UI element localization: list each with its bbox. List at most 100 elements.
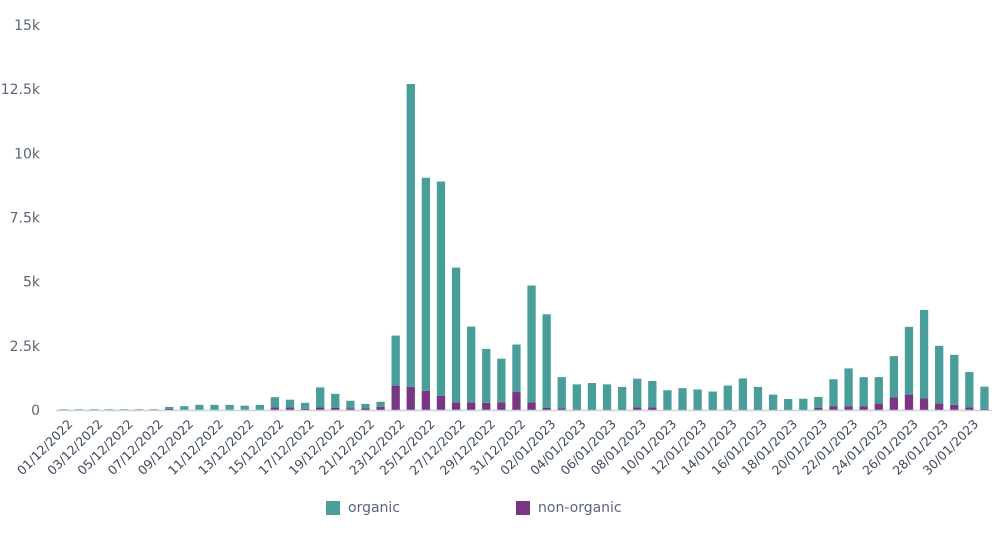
bar-organic[interactable]	[617, 386, 627, 410]
bar-organic[interactable]	[300, 402, 310, 409]
bar-non-organic[interactable]	[859, 406, 868, 410]
bar-non-organic[interactable]	[587, 409, 597, 410]
bar-non-organic[interactable]	[527, 402, 536, 410]
bar-non-organic[interactable]	[844, 406, 853, 410]
bar-non-organic[interactable]	[361, 408, 370, 410]
bar-organic[interactable]	[210, 404, 219, 410]
bar-organic[interactable]	[421, 177, 431, 391]
bar-organic[interactable]	[391, 335, 400, 386]
bar-non-organic[interactable]	[663, 409, 672, 410]
bar-non-organic[interactable]	[602, 409, 612, 410]
bar-organic[interactable]	[889, 356, 899, 398]
bar-organic[interactable]	[149, 409, 159, 410]
bar-non-organic[interactable]	[391, 385, 400, 410]
bar-organic[interactable]	[346, 400, 355, 409]
bar-non-organic[interactable]	[935, 403, 944, 410]
bar-non-organic[interactable]	[919, 398, 929, 410]
bar-organic[interactable]	[587, 383, 597, 410]
bar-organic[interactable]	[180, 406, 189, 410]
bar-organic[interactable]	[814, 396, 823, 408]
bar-organic[interactable]	[542, 314, 551, 408]
bar-non-organic[interactable]	[300, 408, 310, 410]
bar-organic[interactable]	[904, 326, 914, 395]
bar-organic[interactable]	[844, 368, 853, 407]
bar-non-organic[interactable]	[874, 403, 883, 410]
bar-non-organic[interactable]	[678, 409, 687, 410]
bar-organic[interactable]	[59, 409, 68, 410]
bar-non-organic[interactable]	[753, 409, 763, 410]
bar-organic[interactable]	[708, 391, 717, 410]
bar-non-organic[interactable]	[648, 407, 657, 410]
bar-organic[interactable]	[919, 309, 929, 399]
bar-non-organic[interactable]	[421, 390, 431, 410]
bar-non-organic[interactable]	[708, 409, 717, 410]
bar-organic[interactable]	[316, 387, 325, 408]
bar-organic[interactable]	[451, 267, 461, 403]
bar-organic[interactable]	[965, 372, 974, 408]
bar-non-organic[interactable]	[784, 409, 793, 410]
bar-non-organic[interactable]	[331, 407, 340, 410]
bar-organic[interactable]	[874, 377, 883, 404]
bar-non-organic[interactable]	[376, 406, 385, 410]
bar-non-organic[interactable]	[768, 409, 778, 410]
bar-organic[interactable]	[195, 404, 204, 410]
bar-non-organic[interactable]	[950, 404, 959, 410]
bar-organic[interactable]	[950, 354, 959, 405]
bar-non-organic[interactable]	[617, 409, 627, 410]
bar-non-organic[interactable]	[980, 408, 989, 410]
bar-organic[interactable]	[467, 326, 476, 403]
bar-non-organic[interactable]	[285, 407, 295, 410]
bar-non-organic[interactable]	[572, 409, 581, 410]
bar-organic[interactable]	[678, 388, 687, 410]
bar-organic[interactable]	[89, 409, 98, 410]
bar-non-organic[interactable]	[542, 407, 551, 410]
bar-organic[interactable]	[738, 378, 748, 410]
bar-organic[interactable]	[165, 406, 174, 409]
bar-organic[interactable]	[361, 403, 370, 409]
bar-organic[interactable]	[436, 181, 446, 396]
bar-organic[interactable]	[482, 348, 491, 403]
legend-item-non-organic[interactable]: non-organic	[516, 500, 622, 516]
bar-non-organic[interactable]	[165, 408, 174, 410]
bar-organic[interactable]	[980, 386, 989, 409]
bar-non-organic[interactable]	[467, 402, 476, 410]
bar-organic[interactable]	[572, 384, 581, 410]
bar-non-organic[interactable]	[889, 397, 899, 410]
bar-non-organic[interactable]	[633, 407, 642, 410]
bar-organic[interactable]	[648, 380, 657, 408]
bar-organic[interactable]	[784, 398, 793, 410]
bar-organic[interactable]	[557, 377, 566, 409]
bar-non-organic[interactable]	[497, 402, 506, 410]
bar-organic[interactable]	[225, 404, 234, 410]
bar-non-organic[interactable]	[799, 409, 808, 410]
bar-organic[interactable]	[753, 386, 763, 410]
bar-organic[interactable]	[406, 84, 415, 387]
bar-non-organic[interactable]	[965, 407, 974, 410]
bar-non-organic[interactable]	[482, 402, 491, 410]
bar-non-organic[interactable]	[557, 408, 566, 410]
bar-organic[interactable]	[331, 393, 340, 408]
legend-item-organic[interactable]: organic	[326, 500, 400, 516]
bar-organic[interactable]	[663, 390, 672, 410]
bar-non-organic[interactable]	[814, 407, 823, 410]
bar-organic[interactable]	[255, 404, 264, 410]
bar-non-organic[interactable]	[451, 402, 461, 410]
bar-non-organic[interactable]	[738, 409, 748, 410]
bar-non-organic[interactable]	[512, 392, 521, 410]
bar-non-organic[interactable]	[829, 406, 838, 410]
bar-organic[interactable]	[633, 378, 642, 408]
bar-non-organic[interactable]	[904, 394, 914, 410]
bar-organic[interactable]	[240, 405, 249, 410]
bar-organic[interactable]	[799, 398, 808, 410]
bar-organic[interactable]	[512, 344, 521, 393]
bar-organic[interactable]	[829, 379, 838, 407]
bar-non-organic[interactable]	[346, 408, 355, 410]
bar-organic[interactable]	[119, 409, 129, 410]
bar-organic[interactable]	[104, 409, 113, 410]
bar-organic[interactable]	[285, 399, 295, 408]
bar-organic[interactable]	[935, 345, 944, 404]
bar-organic[interactable]	[723, 385, 732, 410]
bar-non-organic[interactable]	[693, 409, 702, 410]
bar-organic[interactable]	[859, 377, 868, 407]
bar-non-organic[interactable]	[316, 407, 325, 410]
